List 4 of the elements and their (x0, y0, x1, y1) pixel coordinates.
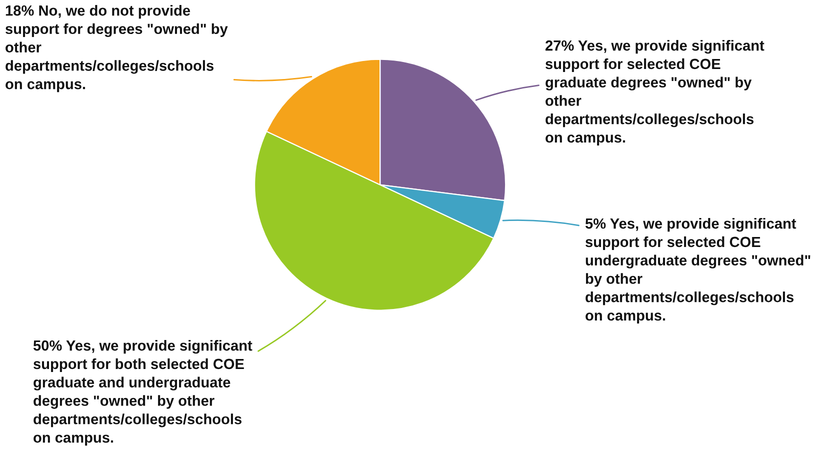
slice-label: 50% Yes, we provide significant support for both selected COE graduate and undergraduate degrees "owned" by other departments/colleges/schools on campus. (33, 340, 252, 446)
slice-label: 18% No, we do not provide support for degrees "owned" by other departments/colleges/schools on campus. (6, 5, 228, 92)
slice-label: 27% Yes, we provide significant support for selected COE graduate degrees "owned" by other departments/colleges/schools on campus. (546, 40, 764, 146)
slice-label: 5% Yes, we provide significant support for selected COE undergraduate degrees "owned" by other departments/colleges/schools on campus. (585, 218, 810, 324)
